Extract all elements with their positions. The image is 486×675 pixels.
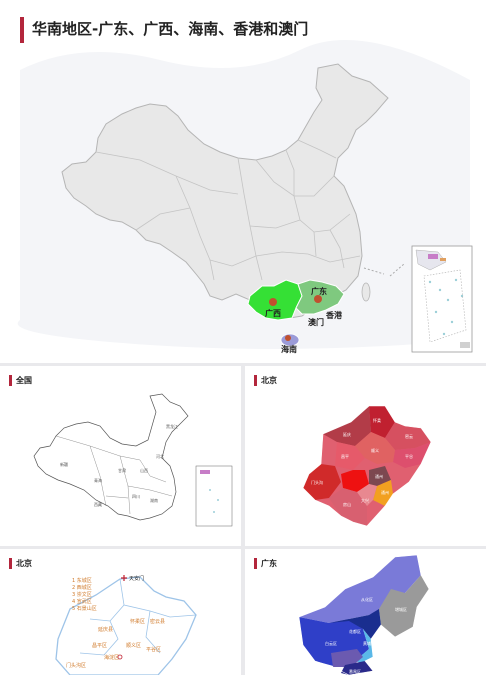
thumb-title: 全国 — [16, 376, 32, 385]
svg-text:从化区: 从化区 — [361, 596, 373, 602]
slide-title: 华南地区-广东、广西、海南、香港和澳门 — [32, 20, 309, 38]
svg-text:门头沟区: 门头沟区 — [66, 662, 86, 669]
svg-text:密云: 密云 — [405, 433, 413, 439]
svg-text:甘肃: 甘肃 — [118, 467, 126, 473]
china-map: 广东 广西 澳门 香港 海南 — [17, 40, 473, 354]
legend-item: 2 西城区 — [72, 584, 92, 591]
svg-text:顺义区: 顺义区 — [126, 643, 141, 649]
hainan-capital-dot — [285, 335, 291, 341]
svg-text:怀柔区: 怀柔区 — [130, 618, 145, 625]
thumb-accent-bar — [254, 375, 257, 386]
svg-text:黄埔区: 黄埔区 — [363, 640, 375, 646]
svg-text:通州: 通州 — [375, 473, 383, 479]
main-slide[interactable]: 华南地区-广东、广西、海南、香港和澳门 — [0, 0, 486, 363]
beijing-legend: 1 东城区 2 西城区 3 崇文区 4 宣武区 5 石景山区 — [72, 577, 97, 612]
svg-text:延庆: 延庆 — [343, 431, 351, 437]
label-guangxi: 广西 — [265, 308, 281, 318]
svg-text:密云县: 密云县 — [150, 618, 165, 625]
svg-text:门头沟: 门头沟 — [311, 479, 323, 485]
legend-item: 1 东城区 — [72, 577, 92, 584]
south-china-sea-inset — [411, 245, 473, 353]
svg-text:大兴: 大兴 — [361, 497, 369, 503]
thumb-accent-bar — [254, 558, 257, 569]
svg-text:花都区: 花都区 — [349, 628, 361, 634]
svg-text:番禺区: 番禺区 — [349, 668, 361, 674]
svg-text:四川: 四川 — [132, 494, 140, 499]
legend-item: 3 崇文区 — [72, 591, 92, 598]
svg-text:昌平区: 昌平区 — [92, 643, 107, 649]
tiananmen-marker: 天安门 — [121, 575, 144, 582]
thumb-slide-beijing-outline[interactable]: 北京 延庆县 怀柔区 密云县 昌平区 顺义区 平谷区 门头沟区 海淀区 1 东城区 2 西… — [0, 549, 241, 675]
svg-text:湖南: 湖南 — [150, 497, 158, 503]
svg-text:河北: 河北 — [156, 453, 164, 459]
thumb-slide-guangdong[interactable]: 广东 从化区增城区白云区 花都区 黄埔区番禺区 — [245, 549, 486, 675]
label-macau: 澳门 — [308, 317, 324, 327]
legend-item: 5 石景山区 — [72, 605, 97, 612]
svg-text:增城区: 增城区 — [395, 606, 407, 612]
svg-text:通州: 通州 — [381, 489, 389, 495]
guangxi-capital-dot — [269, 298, 277, 306]
thumb-title: 广东 — [261, 559, 277, 568]
svg-text:海淀区: 海淀区 — [104, 654, 119, 661]
thumb-accent-bar — [9, 375, 12, 386]
china-outline — [61, 63, 389, 319]
province-borders — [95, 139, 361, 281]
thumb-slide-beijing-colored[interactable]: 北京 怀柔 密云 延庆 昌平 顺义 平谷 门头沟 通州 房山 大兴 通州 — [245, 366, 486, 546]
svg-text:新疆: 新疆 — [60, 461, 68, 467]
guangdong-capital-dot — [314, 295, 322, 303]
svg-text:白云区: 白云区 — [325, 640, 337, 646]
legend-item: 4 宣武区 — [72, 598, 92, 605]
svg-text:黑龙江: 黑龙江 — [166, 423, 178, 429]
svg-text:平谷: 平谷 — [405, 453, 413, 459]
thumb-slide-china[interactable]: 全国 新疆青海西藏 甘肃 山西 河北 四川湖南 黑龙江 — [0, 366, 241, 546]
svg-text:延庆县: 延庆县 — [98, 626, 113, 633]
label-guangdong: 广东 — [311, 286, 327, 296]
svg-text:西藏: 西藏 — [94, 501, 102, 507]
thumb-title: 北京 — [261, 376, 277, 385]
svg-text:昌平: 昌平 — [341, 454, 349, 459]
svg-text:顺义: 顺义 — [371, 447, 379, 453]
svg-text:山西: 山西 — [140, 467, 148, 473]
svg-text:青海: 青海 — [94, 477, 102, 483]
label-hainan: 海南 — [281, 344, 297, 354]
title-accent-bar — [20, 17, 24, 43]
thumb-title: 北京 — [16, 559, 32, 568]
thumb-accent-bar — [9, 558, 12, 569]
svg-text:怀柔: 怀柔 — [373, 417, 381, 423]
svg-text:天安门: 天安门 — [129, 575, 144, 582]
label-hongkong: 香港 — [325, 310, 343, 320]
taiwan-region — [361, 282, 371, 302]
sea-boundary — [363, 263, 405, 277]
svg-text:房山: 房山 — [343, 501, 351, 507]
svg-text:平谷区: 平谷区 — [146, 646, 161, 653]
